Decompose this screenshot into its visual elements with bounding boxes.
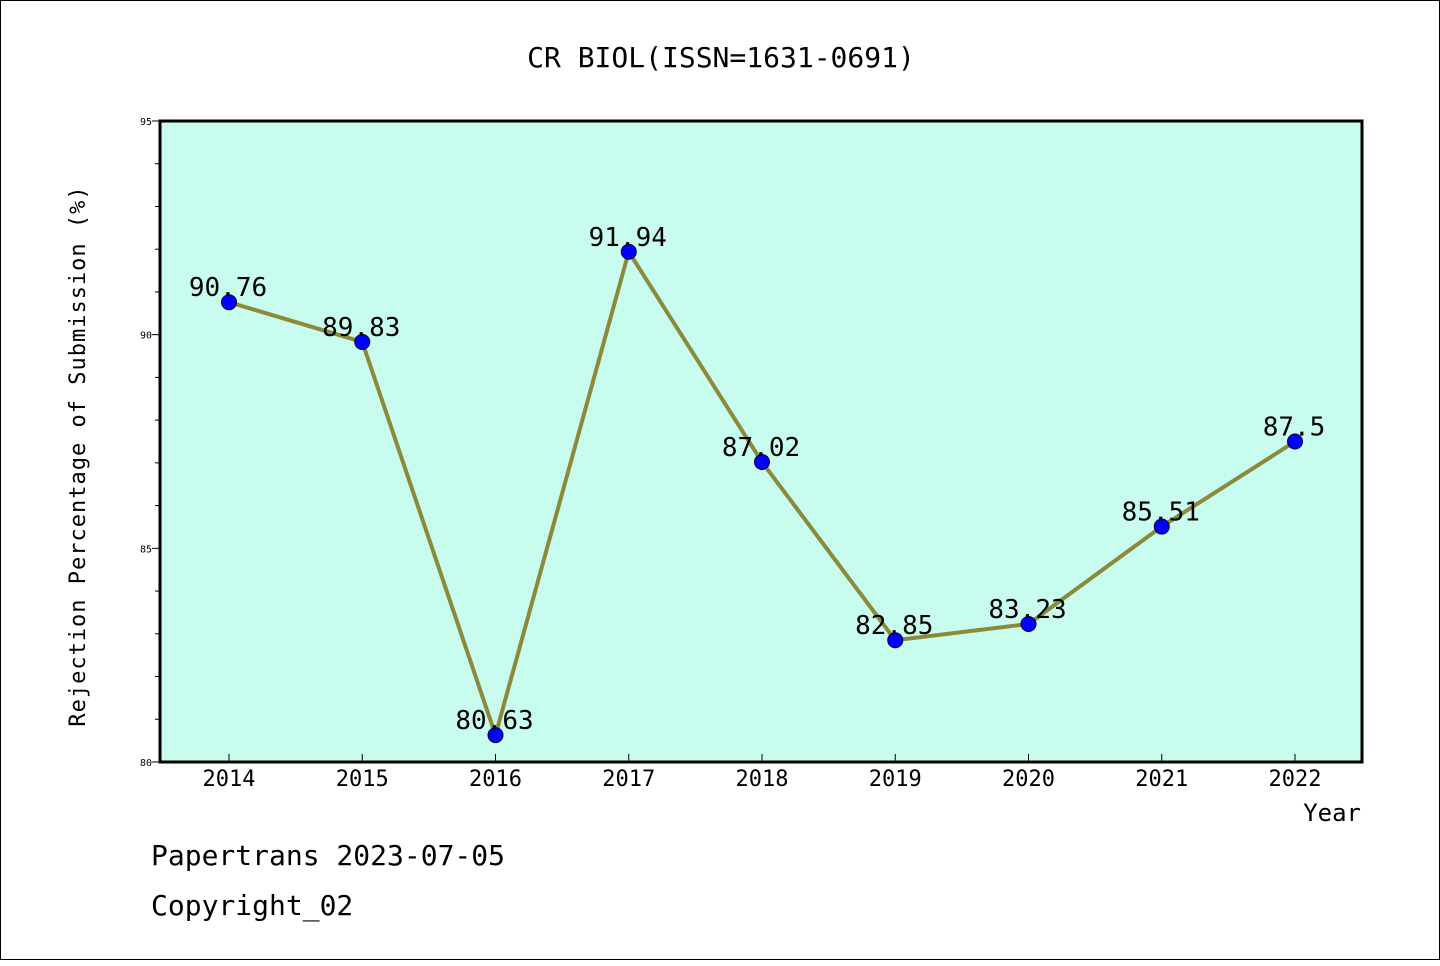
y-axis-ticks: 80 85 90 95 — [140, 117, 160, 769]
data-label: 80.63 — [455, 706, 533, 736]
data-point — [221, 294, 237, 311]
y-tick-label: 90 — [140, 331, 152, 342]
data-point — [887, 632, 904, 649]
series-markers — [221, 243, 1303, 744]
x-tick-label: 2018 — [736, 767, 789, 792]
chart-title: CR BIOL(ISSN=1631-0691) — [527, 41, 915, 74]
x-tick-label: 2017 — [602, 767, 655, 792]
footer-date: Papertrans 2023-07-05 — [151, 839, 505, 872]
x-tick-label: 2015 — [336, 767, 389, 792]
data-label: 90.76 — [189, 273, 267, 303]
footer-copyright: Copyright_02 — [151, 889, 353, 923]
y-tick-label: 80 — [140, 758, 152, 769]
data-label: 82.85 — [855, 611, 933, 641]
data-label: 83.23 — [988, 595, 1066, 625]
x-tick-label: 2016 — [469, 767, 522, 792]
x-tick-label: 2022 — [1269, 767, 1322, 792]
data-label: 91.94 — [589, 223, 667, 253]
x-tick-label: 2019 — [869, 767, 922, 792]
y-tick-label: 85 — [140, 544, 152, 555]
data-point — [620, 243, 637, 260]
data-label: 87.5 — [1263, 413, 1326, 443]
data-label: 85.51 — [1122, 498, 1200, 528]
x-tick-label: 2020 — [1002, 767, 1055, 792]
data-labels: 90.76 89.83 80.63 91.94 87.02 82.85 83.23 85.51… — [189, 223, 1325, 736]
x-tick-label: 2014 — [203, 767, 256, 792]
data-point — [487, 727, 504, 744]
plot-area — [158, 119, 1364, 764]
data-point — [354, 333, 371, 350]
x-axis-ticks: 2014 2015 2016 2017 2018 2019 2020 2021 2022 — [203, 754, 1322, 792]
data-point — [1020, 615, 1037, 632]
x-tick-label: 2021 — [1135, 767, 1188, 792]
x-axis-label: Year — [1303, 799, 1361, 827]
y-tick-label: 95 — [140, 117, 152, 128]
data-label: 89.83 — [322, 313, 400, 343]
data-label: 87.02 — [722, 433, 800, 463]
y-axis-label: Rejection Percentage of Submission (%) — [66, 185, 91, 726]
data-point — [1153, 518, 1170, 535]
data-point — [1287, 433, 1303, 450]
data-point — [754, 454, 770, 471]
